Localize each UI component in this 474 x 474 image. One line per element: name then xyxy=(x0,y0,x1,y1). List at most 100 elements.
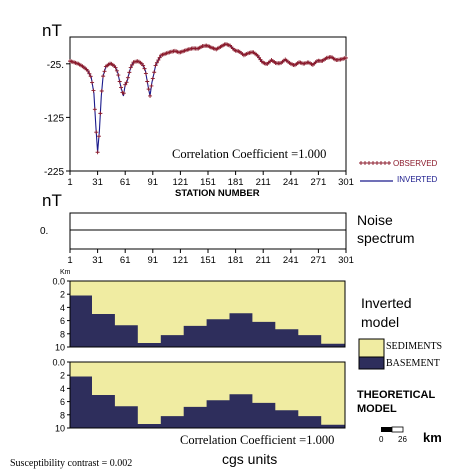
observed-point xyxy=(123,82,128,87)
units-label: cgs units xyxy=(222,451,277,467)
theoretical-model-y-tick-label: 4 xyxy=(60,384,65,394)
legend-basement-label: BASEMENT xyxy=(386,358,440,369)
profile-y-unit: nT xyxy=(42,21,62,40)
profile-y-tick-label: -25. xyxy=(47,60,64,71)
observed-point xyxy=(113,65,118,70)
observed-point xyxy=(90,80,95,85)
observed-point xyxy=(143,71,148,76)
observed-point xyxy=(96,134,101,139)
inverted-model-y-tick-label: 10 xyxy=(55,343,65,353)
profile-x-tick-label: 91 xyxy=(148,177,159,188)
inverted-model-y-tick-label: 2 xyxy=(60,290,65,300)
noise-x-tick-label: 31 xyxy=(92,255,103,266)
noise-x-ticks: 1 31 61 91 121 151 181 211 241 271 301 xyxy=(67,249,354,266)
observed-point xyxy=(127,70,132,75)
observed-point xyxy=(157,55,162,60)
noise-x-tick-label: 151 xyxy=(200,255,216,266)
noise-y-unit: nT xyxy=(42,191,62,210)
noise-x-tick-label: 301 xyxy=(338,255,354,266)
observed-point xyxy=(141,63,146,68)
legend-observed-point xyxy=(375,161,379,165)
observed-point xyxy=(344,55,348,60)
inverted-model-y-tick-label: 4 xyxy=(60,303,65,313)
observed-point xyxy=(95,150,100,155)
profile-x-tick-label: 1 xyxy=(67,177,72,188)
observed-point xyxy=(130,62,135,67)
scale-bar-white xyxy=(391,426,404,433)
observed-point xyxy=(117,79,122,84)
noise-plot-frame xyxy=(69,212,347,250)
theoretical-model-y-tick-label: 0.0 xyxy=(52,358,65,368)
inverted-model-label-2: model xyxy=(361,314,399,330)
profile-x-axis-label: STATION NUMBER xyxy=(175,188,260,199)
observed-point xyxy=(149,83,154,88)
legend-observed-marker xyxy=(359,161,391,165)
observed-point xyxy=(150,76,155,81)
profile-legend: OBSERVED INVERTED xyxy=(359,159,438,184)
observed-point xyxy=(88,74,93,79)
scale-bar-end: 26 xyxy=(398,435,407,444)
observed-point xyxy=(142,66,147,71)
inverted-model-y-tick-label: 6 xyxy=(60,316,65,326)
inverted-model-panel: Km 0.0 2 4 6 8 10 Inverted model xyxy=(52,269,411,353)
observed-point xyxy=(99,89,104,94)
noise-x-tick-label: 1 xyxy=(67,255,72,266)
theoretical-model-y-tick-label: 6 xyxy=(60,397,65,407)
theoretical-model-frame xyxy=(69,361,346,429)
observed-point xyxy=(116,73,121,78)
profile-x-tick-label: 121 xyxy=(172,177,188,188)
legend-observed-point xyxy=(359,161,363,165)
observed-point xyxy=(124,80,129,85)
observed-point xyxy=(154,60,159,65)
legend-observed-point xyxy=(387,161,391,165)
legend-basement-swatch xyxy=(358,356,385,370)
scale-bar-black xyxy=(381,427,392,432)
noise-x-tick-label: 181 xyxy=(228,255,244,266)
legend-observed-point xyxy=(371,161,375,165)
profile-x-ticks: 1 31 61 91 121 151 181 211 241 271 301 xyxy=(67,171,354,188)
legend-sediments-swatch xyxy=(358,338,385,358)
scale-bar: 0 26 km xyxy=(379,426,442,445)
inverted-model-y-ticks: 0.0 2 4 6 8 10 xyxy=(52,277,70,353)
inverted-model-y-tick-label: 0.0 xyxy=(52,277,65,287)
profile-x-tick-label: 271 xyxy=(310,177,326,188)
theoretical-model-label-2: MODEL xyxy=(357,403,397,415)
scale-bar-unit: km xyxy=(423,430,442,445)
scale-bar-start: 0 xyxy=(379,435,384,444)
noise-panel: nT 0. 1 31 61 91 121 151 181 211 241 271 301 Noise… xyxy=(40,191,415,266)
observed-point xyxy=(92,107,97,112)
observed-point xyxy=(87,71,92,76)
inverted-model-label-1: Inverted xyxy=(361,295,412,311)
profile-y-tick-label: -225 xyxy=(44,167,64,178)
theoretical-model-panel: 0.0 2 4 6 8 10 THEORETICAL MODEL Correlation … xyxy=(52,358,435,448)
observed-point xyxy=(121,91,126,96)
legend-sediments-label: SEDIMENTS xyxy=(386,341,442,352)
observed-point xyxy=(146,87,151,92)
inverted-model-y-unit: Km xyxy=(60,269,71,276)
theoretical-model-label-1: THEORETICAL xyxy=(357,389,436,401)
observed-markers xyxy=(68,42,348,155)
profile-x-tick-label: 151 xyxy=(200,177,216,188)
model-legend: SEDIMENTS BASEMENT xyxy=(358,338,442,370)
legend-observed-label: OBSERVED xyxy=(393,159,438,168)
noise-x-tick-label: 241 xyxy=(283,255,299,266)
profile-plot-frame xyxy=(69,36,347,172)
theoretical-model-y-tick-label: 10 xyxy=(55,424,65,434)
profile-panel: nT -25. -125 -225 1 31 61 91 121 151 181 211 241 27… xyxy=(42,21,438,199)
legend-observed-point xyxy=(383,161,387,165)
observed-point xyxy=(94,130,99,135)
observed-point xyxy=(91,88,96,93)
inverted-model-y-tick-label: 8 xyxy=(60,329,65,339)
theoretical-model-y-ticks: 0.0 2 4 6 8 10 xyxy=(52,358,70,434)
profile-x-tick-label: 31 xyxy=(92,177,103,188)
noise-x-tick-label: 91 xyxy=(148,255,159,266)
inverted-model-basement xyxy=(70,295,345,347)
legend-observed-point xyxy=(363,161,367,165)
inverted-model-frame xyxy=(69,280,346,348)
observed-point xyxy=(148,93,153,98)
profile-x-tick-label: 241 xyxy=(283,177,299,188)
susceptibility-contrast: Susceptibility contrast = 0.002 xyxy=(10,458,132,469)
observed-point xyxy=(152,70,157,75)
observed-point xyxy=(85,69,90,74)
profile-y-tick-label: -125 xyxy=(44,113,64,124)
